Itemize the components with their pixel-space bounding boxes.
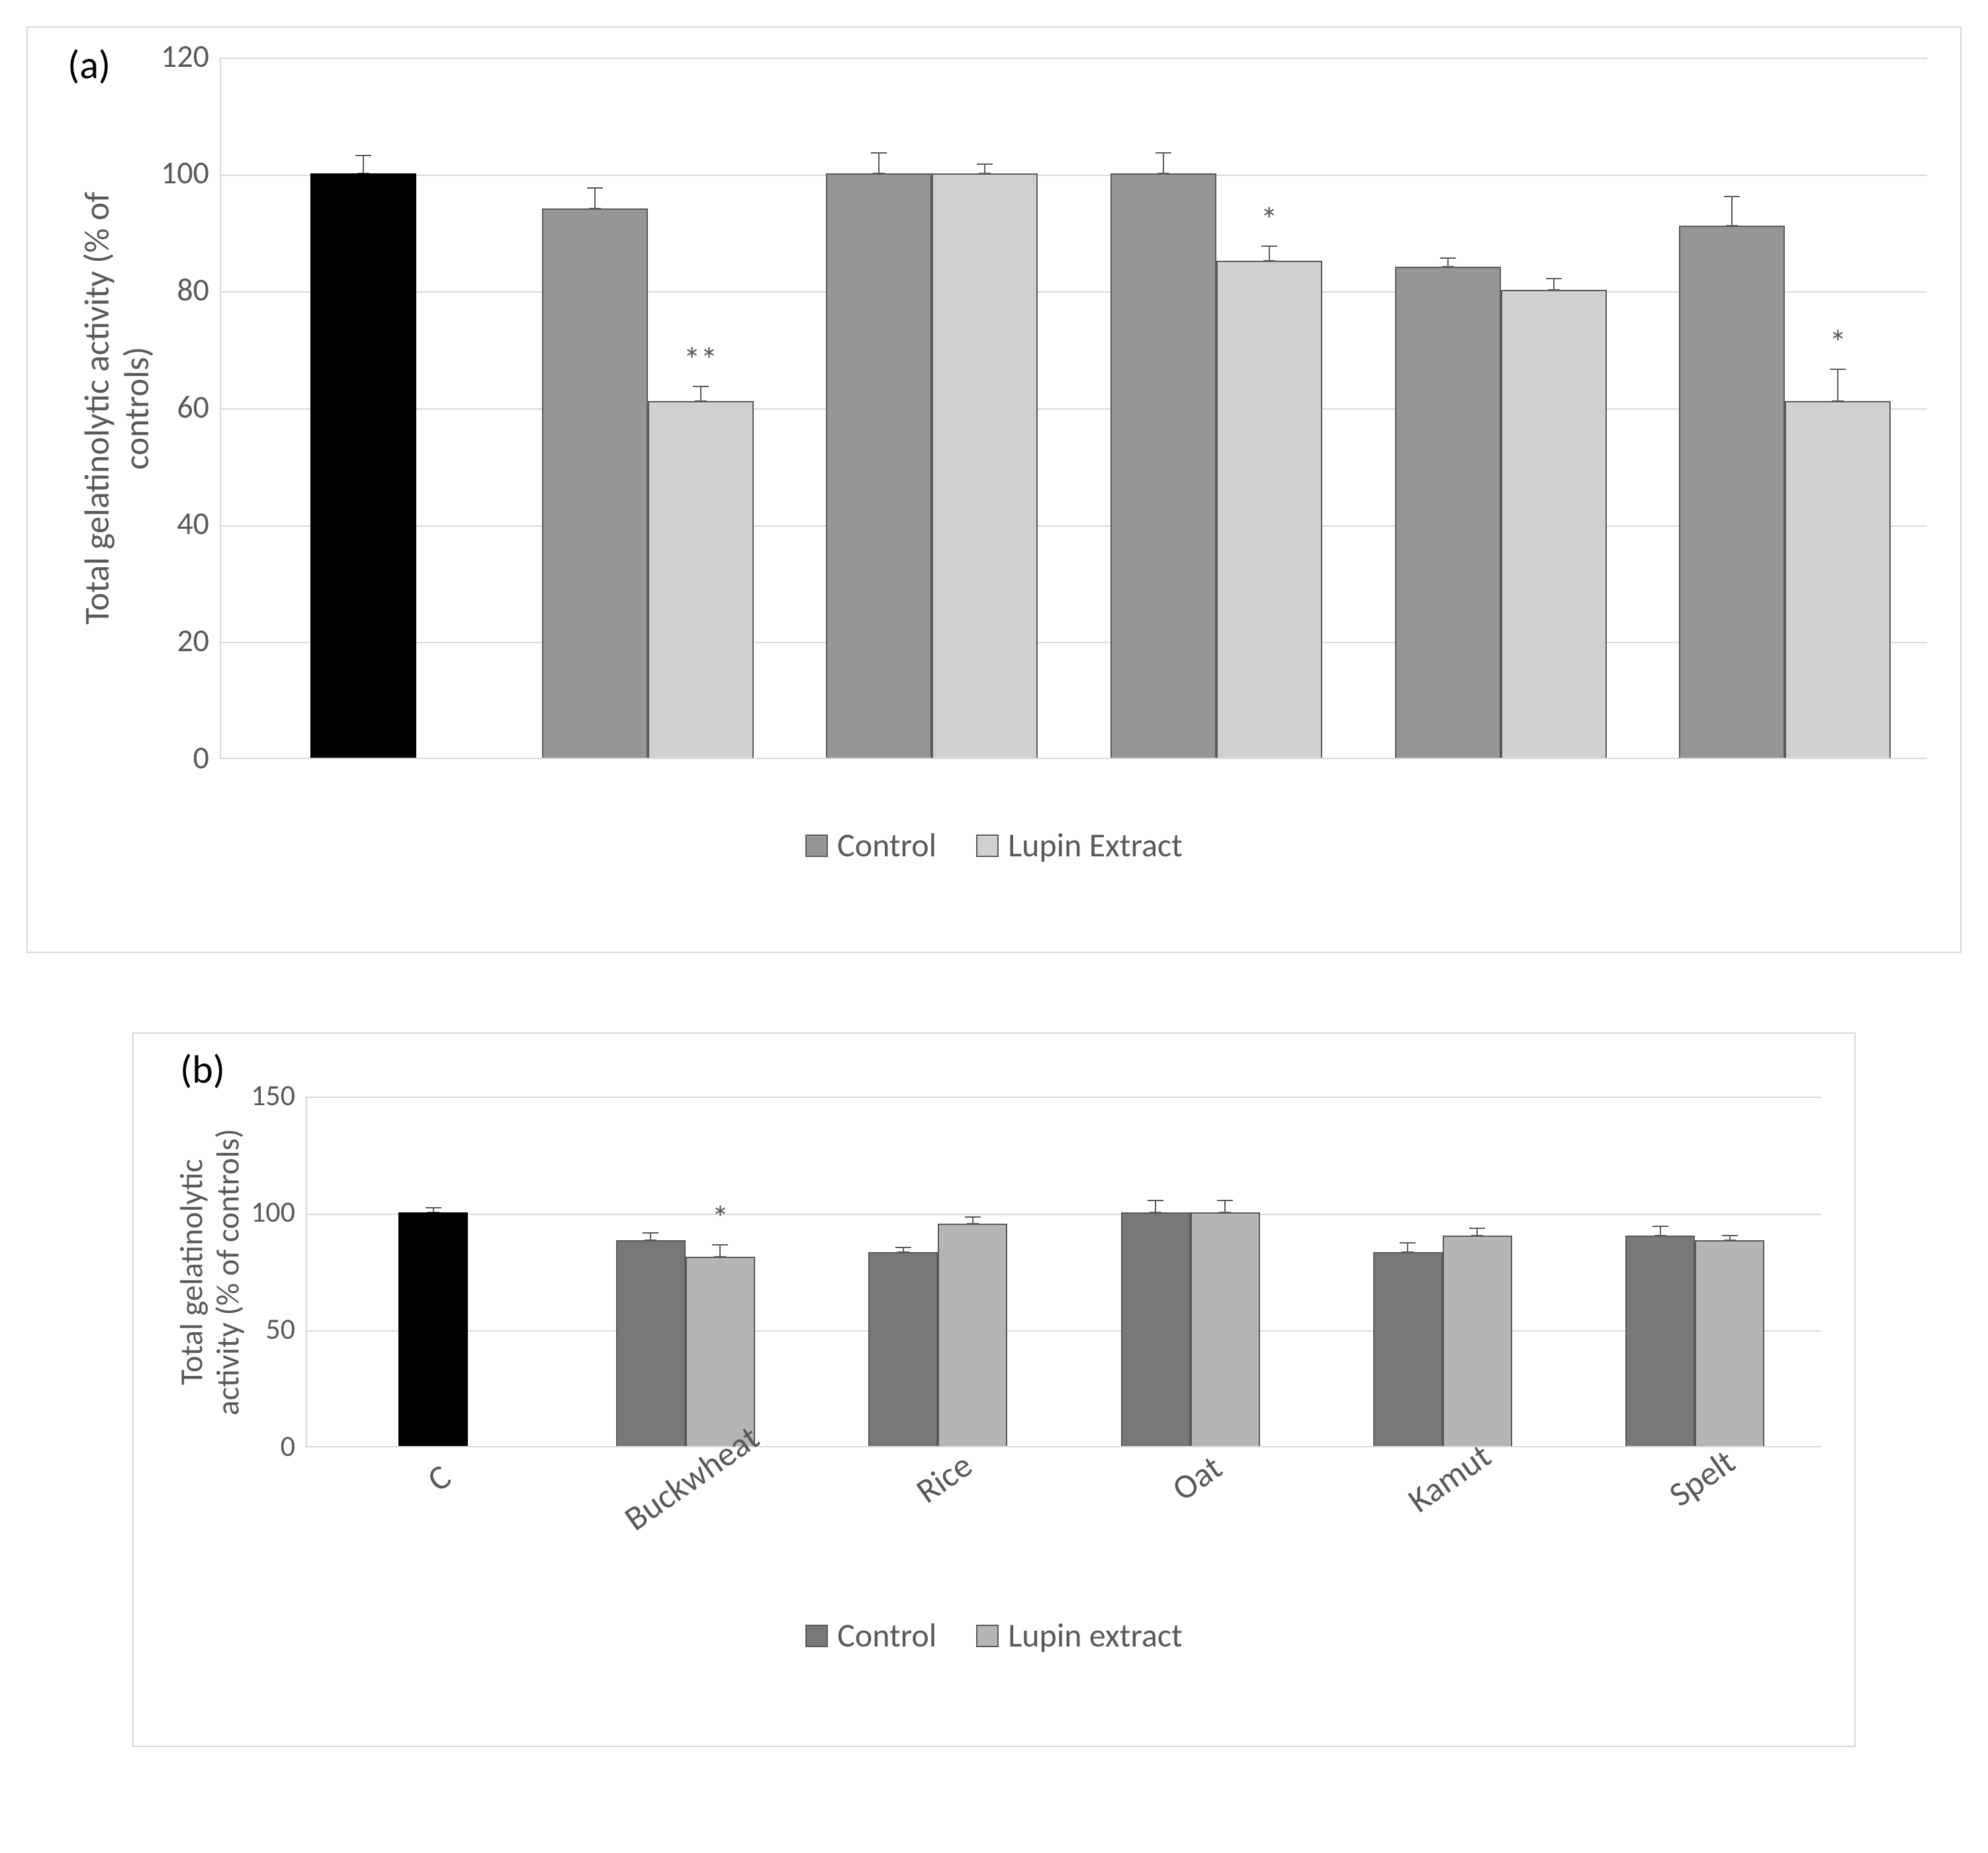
ylabel-a-col: Total gelatinolytic activity (% ofcontro… [87,58,147,759]
x-category-label: Kamut [1400,1434,1498,1521]
panel-a: (a) Total gelatinolytic activity (% ofco… [26,26,1962,953]
swatch-control-a [805,835,828,857]
legend-a-lupin: Lupin Extract [976,825,1183,866]
swatch-lupin-b [976,1625,999,1647]
swatch-control-b [805,1625,828,1647]
bar: ** [648,58,754,758]
ylabel-b: Total gelatinolyticactivity (% of contro… [173,1128,246,1416]
bar [932,58,1038,758]
bar [1395,58,1501,758]
chart-b: Total gelatinolyticactivity (% of contro… [180,1097,1821,1447]
figure-root: (a) Total gelatinolytic activity (% ofco… [26,26,1962,1747]
bar-group: ** [506,58,790,758]
bar-group [1359,58,1643,758]
bar [1443,1097,1512,1446]
bar [1110,58,1216,758]
legend-a-lupin-label: Lupin Extract [1008,825,1183,866]
bar [616,1097,686,1446]
bar [868,1097,938,1446]
bar-group [1064,1097,1316,1446]
bar-group-reference [307,1097,559,1446]
bar: * [1216,58,1322,758]
legend-b: Control Lupin extract [167,1615,1821,1656]
yticks-a: 120100806040200 [147,58,220,759]
x-category-label: C [419,1455,458,1500]
legend-b-lupin-label: Lupin extract [1008,1615,1183,1656]
legend-b-control: Control [805,1615,936,1656]
bar-group [790,58,1074,758]
bar [398,1097,468,1446]
plot-area-a: **** [220,58,1927,759]
panel-a-label: (a) [68,41,111,89]
ylabel-b-col: Total gelatinolyticactivity (% of contro… [180,1097,240,1447]
bar-group-reference [221,58,506,758]
legend-a: Control Lupin Extract [61,825,1927,866]
xlabels-b: CBuckwheatRiceOatKamutSpelt [306,1457,1821,1589]
bar-group [1316,1097,1568,1446]
panel-b: (b) Total gelatinolyticactivity (% of co… [132,1032,1856,1747]
bar-group: * [1074,58,1359,758]
bar [1373,1097,1443,1446]
bar [1679,58,1785,758]
bar [1191,1097,1260,1446]
xlabels-b-row: CBuckwheatRiceOatKamutSpelt [180,1457,1821,1589]
bar [938,1097,1007,1446]
chart-a: Total gelatinolytic activity (% ofcontro… [87,58,1927,759]
bar: * [686,1097,755,1446]
bar [1625,1097,1695,1446]
x-category-label: Rice [908,1443,980,1512]
legend-a-control: Control [805,825,936,866]
yticks-b: 150100500 [240,1097,306,1447]
bar [1501,58,1607,758]
swatch-lupin-a [976,835,999,857]
bar-group: * [1643,58,1927,758]
plot-area-b: * [306,1097,1821,1447]
bar [826,58,932,758]
bar: * [1785,58,1891,758]
bar [310,58,416,758]
x-category-label: Oat [1163,1446,1229,1510]
bar-group: * [559,1097,811,1446]
bar-group [1569,1097,1821,1446]
legend-b-control-label: Control [837,1615,936,1656]
bar-group [812,1097,1064,1446]
bar [1121,1097,1191,1446]
bar [1695,1097,1764,1446]
panel-b-label: (b) [180,1046,225,1094]
legend-a-control-label: Control [837,825,936,866]
bar [542,58,648,758]
legend-b-lupin: Lupin extract [976,1615,1183,1656]
ylabel-a: Total gelatinolytic activity (% ofcontro… [77,192,157,625]
x-category-label: Spelt [1660,1440,1742,1515]
